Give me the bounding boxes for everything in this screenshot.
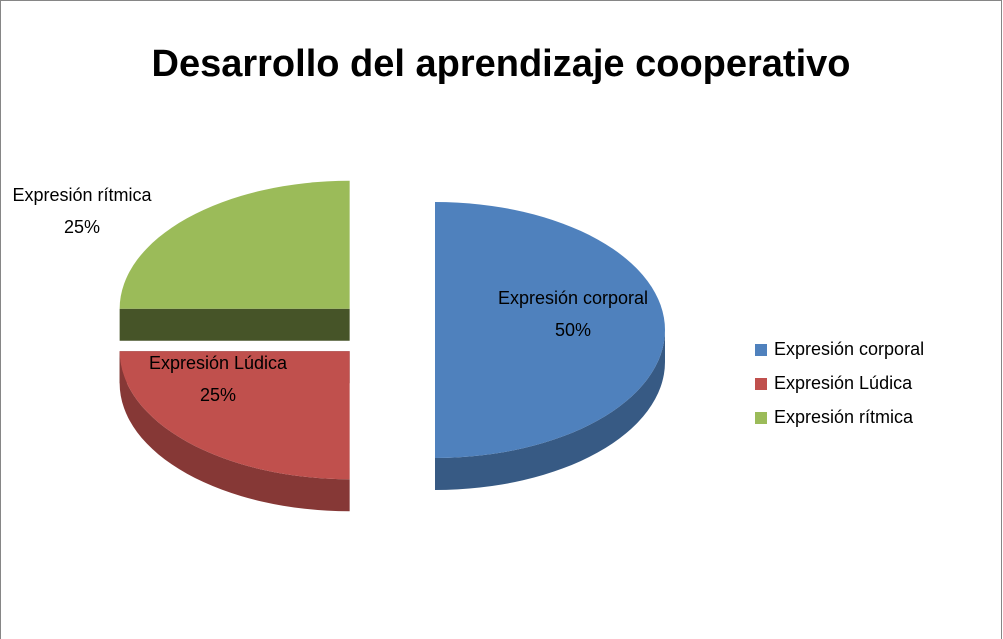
legend-label: Expresión rítmica — [774, 407, 914, 427]
legend-label: Expresión Lúdica — [774, 373, 913, 393]
legend-swatch — [755, 344, 767, 356]
pie — [119, 180, 665, 512]
slice — [435, 202, 665, 458]
slice-wall — [435, 330, 665, 490]
data-label-category: Expresión corporal — [498, 288, 648, 308]
chart-title: Desarrollo del aprendizaje cooperativo — [152, 43, 851, 85]
data-label-category: Expresión rítmica — [12, 185, 152, 205]
legend-swatch — [755, 378, 767, 390]
slice-side — [119, 308, 350, 341]
data-label-category: Expresión Lúdica — [149, 353, 288, 373]
slice-wall — [119, 351, 350, 512]
legend-label: Expresión corporal — [774, 339, 924, 359]
legend-swatch — [755, 412, 767, 424]
data-label-value: 50% — [555, 320, 591, 340]
slice — [119, 351, 350, 480]
data-label-value: 25% — [64, 217, 100, 237]
slice — [119, 180, 350, 309]
data-label-value: 25% — [200, 385, 236, 405]
legend: Expresión corporal Expresión Lúdica Expres… — [755, 339, 924, 427]
data-labels: Expresión corporal 50% Expresión Lúdica 25%… — [12, 185, 648, 405]
